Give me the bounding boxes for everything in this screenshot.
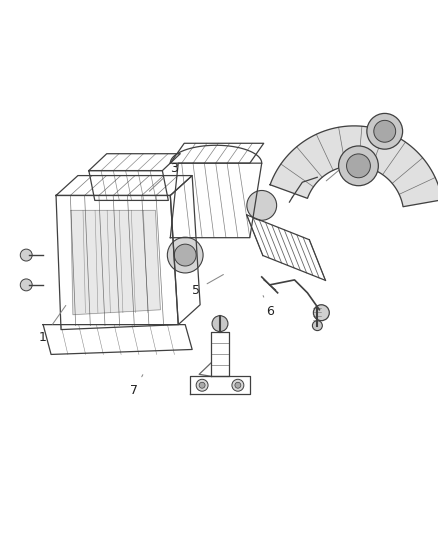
Circle shape: [366, 114, 402, 149]
Text: 1: 1: [39, 305, 66, 344]
Circle shape: [199, 382, 205, 388]
Circle shape: [167, 237, 203, 273]
Circle shape: [312, 321, 321, 330]
Circle shape: [20, 279, 32, 291]
Circle shape: [234, 382, 240, 388]
Text: 6: 6: [262, 296, 273, 318]
Circle shape: [338, 146, 378, 185]
Circle shape: [313, 305, 328, 321]
Circle shape: [20, 249, 32, 261]
Circle shape: [231, 379, 243, 391]
Text: 4: 4: [325, 154, 353, 181]
Polygon shape: [71, 211, 160, 314]
Circle shape: [174, 244, 196, 266]
Circle shape: [373, 120, 395, 142]
Circle shape: [212, 316, 227, 332]
Circle shape: [196, 379, 208, 391]
Text: 5: 5: [191, 274, 223, 297]
Text: 3: 3: [149, 162, 177, 191]
Circle shape: [246, 190, 276, 220]
Text: 7: 7: [130, 375, 142, 398]
Polygon shape: [269, 126, 438, 207]
Circle shape: [346, 154, 370, 177]
